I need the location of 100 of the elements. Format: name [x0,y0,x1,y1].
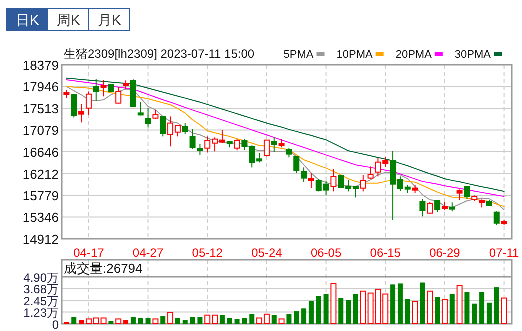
candlestick [78,104,85,124]
candlestick [271,137,278,153]
bar [412,301,418,324]
y-tick-label: 17513 [22,101,59,116]
bar [450,294,455,324]
bar [198,317,203,324]
candlestick [286,148,292,158]
candlestick [360,174,366,192]
y-tick-label: 3.68万 [24,282,59,297]
bar [130,317,136,324]
candlestick [152,110,159,120]
candlestick [420,198,426,218]
bar [346,300,352,324]
bar [308,300,314,324]
x-tick-label: 06-05 [310,246,342,260]
bar [190,317,196,324]
text: 月K [98,12,122,28]
text: 周K [56,12,81,28]
chart-title: 生猪2309[lh2309] 2023-07-11 15:00 [64,47,255,61]
y-tick-label: 17079 [22,123,59,138]
bar [486,302,492,324]
bar [390,284,396,324]
bar [480,292,485,324]
y-tick-label: 2.45万 [24,294,59,308]
bar [72,317,77,324]
candlestick [264,140,270,158]
bar [278,318,285,324]
x-tick-label: 04-17 [74,246,105,260]
y-tick-label: 1.23万 [24,306,59,320]
bar [138,318,144,324]
candlestick [434,200,441,213]
y-tick-label: 16646 [22,144,59,160]
bar [168,312,174,324]
candlestick [234,138,240,152]
x-tick-label: 05-12 [192,246,224,260]
candlestick [330,168,337,192]
bar [124,320,129,324]
candlestick [100,80,107,98]
bar [464,292,470,324]
bar [472,304,478,324]
bar [501,298,508,324]
bar [294,312,300,324]
bar [435,297,440,324]
candlestick [190,128,196,150]
candlestick [160,115,166,138]
y-tick-label: 18379 [22,58,59,73]
legend-label: 30PMA [454,49,492,61]
candlestick [308,172,314,189]
legend-label: 5PMA [284,49,314,61]
bar [353,294,358,324]
x-tick-label: 05-24 [252,246,283,260]
candlestick [464,186,470,200]
bar [442,300,448,324]
candlestick [71,94,78,118]
candlestick [456,189,463,201]
bar [302,308,307,324]
x-tick-label: 06-15 [370,246,402,260]
bar [152,318,159,324]
candlestick [494,211,500,226]
y-tick-label: 15346 [22,210,59,226]
bar [405,299,410,324]
candlestick [138,102,144,116]
x-tick-label: 04-27 [132,246,164,260]
bar [227,318,232,324]
bar [494,288,500,324]
x-tick-label: 06-29 [430,246,461,260]
legend-label: 20PMA [396,49,433,61]
bar [330,283,337,324]
bar [456,285,463,324]
bar [427,290,434,324]
bar [242,318,248,324]
bar [146,318,151,324]
candlestick [197,144,204,156]
bar [316,296,322,324]
bar [338,298,344,324]
y-tick-label: 16212 [22,166,59,182]
bar [79,320,84,324]
candlestick [86,91,92,116]
bar [398,284,403,324]
candlestick [116,86,122,104]
candlestick [427,202,434,214]
y-tick-label: 14912 [22,232,59,247]
bar [250,314,255,324]
y-tick-label: 17946 [22,80,59,95]
candlestick [182,122,188,135]
bar [220,315,225,324]
legend-label: 10PMA [336,49,374,61]
bar [286,314,292,324]
candlestick [145,108,152,128]
candlestick [368,166,374,180]
bar [324,294,329,324]
y-tick-label: 4.90万 [24,271,59,285]
x-tick-label: 07-11 [489,246,520,260]
bar [182,320,188,324]
candlestick [93,78,100,102]
bar [234,319,240,324]
bar [272,315,277,324]
bar [175,318,180,324]
bar [108,321,114,324]
text: 日K [16,12,40,28]
